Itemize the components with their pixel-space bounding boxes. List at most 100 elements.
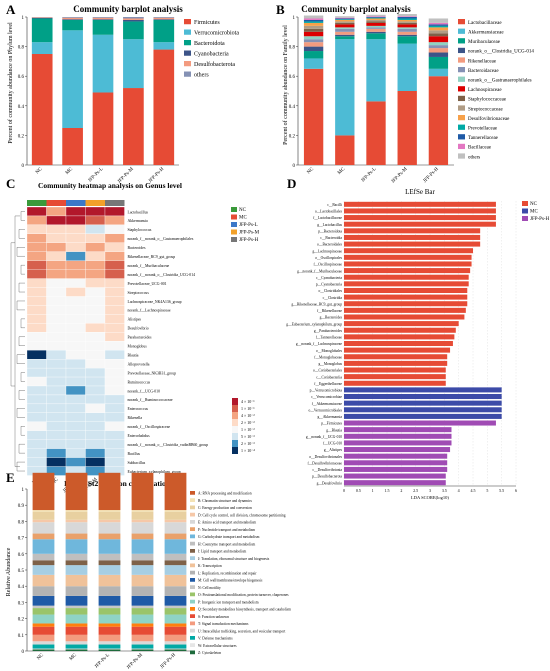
lefse-bar-label: c__Bacteroidia bbox=[320, 236, 342, 240]
dendrogram-branch bbox=[20, 318, 25, 329]
group-legend-label: JFP-Ps-M bbox=[239, 231, 260, 236]
bar-segment bbox=[92, 17, 114, 20]
lefse-bar-label: o__Verrucomicrobiales bbox=[308, 408, 342, 412]
heatmap-cell bbox=[26, 376, 47, 387]
legend-label: W: Extracellular structures bbox=[198, 644, 237, 648]
legend-swatch bbox=[458, 124, 465, 130]
bar-segment bbox=[335, 135, 355, 165]
heatmap-cell bbox=[104, 242, 125, 252]
lefse-bar-label: p__Desulfobacterota bbox=[312, 475, 342, 479]
heatmap-cell bbox=[26, 341, 47, 351]
legend-swatch bbox=[184, 19, 191, 25]
lefse-bar bbox=[344, 321, 459, 327]
heatmap-cell bbox=[85, 287, 106, 297]
legend-swatch bbox=[190, 650, 195, 655]
heatmap-cell bbox=[104, 457, 125, 467]
legend-swatch bbox=[458, 95, 465, 102]
bar-segment bbox=[123, 39, 144, 89]
bar-segment bbox=[98, 595, 121, 606]
x-tick-label: MC bbox=[69, 652, 79, 662]
panel-e-letter: E bbox=[6, 470, 15, 485]
heatmap-cell bbox=[46, 341, 67, 351]
legend-swatch bbox=[458, 19, 465, 25]
bar-segment bbox=[164, 533, 187, 540]
bar-segment bbox=[164, 565, 187, 575]
heatmap-cell bbox=[65, 394, 86, 405]
heatmap-cell bbox=[26, 448, 47, 458]
heatmap-cell bbox=[65, 215, 86, 226]
heatmap-cell bbox=[65, 448, 86, 458]
heatmap-cell bbox=[46, 314, 67, 324]
y-tick-label: 0.4 bbox=[289, 105, 296, 110]
panel-a: A Community barplot analysis Percent of … bbox=[6, 2, 239, 185]
bar-segment bbox=[428, 45, 449, 49]
bar-segment bbox=[131, 472, 154, 511]
legend-label: Bacillaceae bbox=[468, 146, 492, 151]
bar-segment bbox=[32, 565, 55, 575]
heatmap-row-label: Parabacteroides bbox=[128, 336, 153, 340]
heatmap-row-label: Desulfovibrio bbox=[128, 327, 149, 331]
heatmap-cell bbox=[85, 350, 106, 360]
y-tick-label: 0.8 bbox=[18, 520, 25, 525]
lefse-bar bbox=[344, 473, 446, 479]
bar-segment bbox=[62, 17, 83, 18]
heatmap-cell bbox=[46, 412, 67, 422]
legend-swatch bbox=[458, 86, 465, 92]
bar-segment bbox=[366, 25, 386, 28]
lefse-bar-label: o__Lactobacillales bbox=[315, 210, 343, 214]
bar-segment bbox=[65, 605, 88, 609]
panel-b: B Community barplot analysis Percent of … bbox=[276, 2, 534, 185]
bar-segment bbox=[131, 649, 154, 651]
lefse-bar-label: p__Verrucomicrobiota bbox=[310, 389, 343, 393]
group-legend-label: JFP-Ps-L bbox=[239, 223, 258, 228]
heatmap-row-label: Enterorhabdus bbox=[128, 434, 151, 438]
heatmap-row-label: Bacteroides bbox=[128, 246, 146, 250]
scale-swatch bbox=[232, 405, 238, 412]
y-tick-label: 0 bbox=[22, 650, 25, 655]
heatmap-cell bbox=[104, 403, 125, 413]
legend-label: norank_o__Gastranaerophilales bbox=[468, 79, 532, 84]
bar-segment bbox=[303, 42, 324, 47]
bar-segment bbox=[65, 539, 88, 554]
bar-segment bbox=[65, 553, 88, 561]
dendrogram-branch bbox=[16, 300, 25, 311]
panel-b-letter: B bbox=[276, 2, 285, 17]
scale-label: 4 × 10⁻² bbox=[241, 413, 255, 418]
bar-segment bbox=[131, 519, 154, 523]
bar-segment bbox=[397, 14, 417, 17]
heatmap-cell bbox=[104, 314, 125, 324]
heatmap-cell bbox=[65, 314, 86, 324]
bar-segment bbox=[31, 42, 53, 54]
legend-label: Z: Cytoskeleton bbox=[198, 651, 221, 655]
bar-segment bbox=[32, 644, 55, 649]
heatmap-cell bbox=[46, 350, 67, 360]
legend-swatch bbox=[190, 643, 195, 647]
x-tick-label: 5 bbox=[486, 488, 488, 493]
y-tick-label: 1 bbox=[22, 488, 25, 493]
heatmap-row-label: norank_f__UCG-010 bbox=[128, 389, 161, 393]
bar-segment bbox=[32, 626, 55, 635]
heatmap-cell bbox=[104, 215, 125, 226]
group-legend-label: JFP-Ps-H bbox=[239, 238, 259, 243]
y-tick-label: 1 bbox=[293, 16, 296, 21]
heatmap-row-label: Eubacterium_xylanophilum_group bbox=[128, 470, 181, 474]
heatmap-cell bbox=[46, 215, 67, 226]
heatmap-cell bbox=[85, 341, 106, 351]
bar-segment bbox=[164, 510, 187, 512]
legend-swatch bbox=[190, 505, 195, 510]
bar-segment bbox=[397, 16, 417, 17]
legend-label: Desulfobacterota bbox=[194, 61, 235, 68]
heatmap-row-label: Alistipes bbox=[128, 318, 142, 322]
lefse-bar bbox=[344, 380, 446, 386]
heatmap-cell bbox=[65, 242, 86, 252]
heatmap-cell bbox=[26, 457, 47, 467]
bar-segment bbox=[303, 68, 324, 165]
bar-segment bbox=[32, 553, 55, 561]
heatmap-cell bbox=[26, 269, 47, 279]
bar-segment bbox=[32, 510, 55, 512]
heatmap-row-label: Akkermansia bbox=[128, 219, 149, 223]
legend-label: others bbox=[194, 72, 209, 78]
group-strip bbox=[85, 200, 105, 206]
legend-label: NC bbox=[530, 202, 538, 207]
dendrogram-branch bbox=[18, 443, 25, 454]
